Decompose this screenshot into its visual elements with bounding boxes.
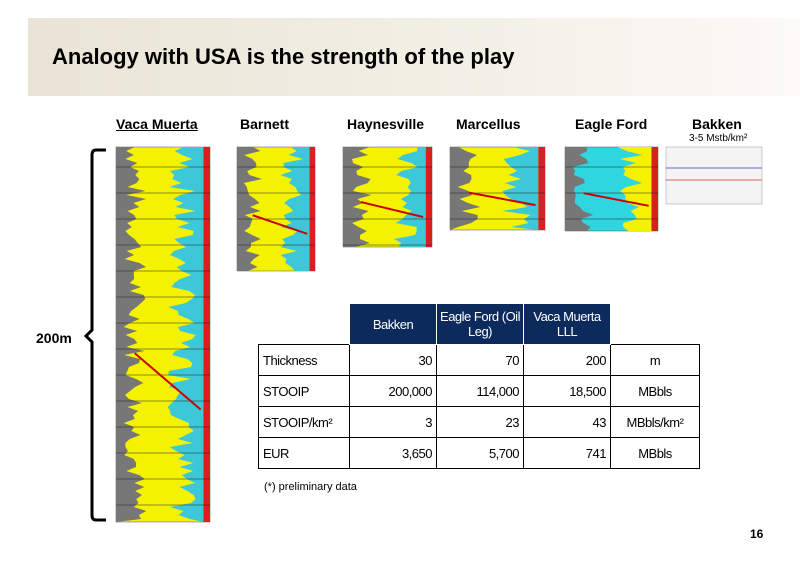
play-name: Marcellus <box>456 116 521 132</box>
unit: MBbls <box>610 437 700 469</box>
cell: 43 <box>523 406 611 438</box>
cell: 30 <box>349 344 437 376</box>
play-name: Eagle Ford <box>575 116 648 132</box>
log-fill <box>134 352 202 411</box>
row-label: STOOIP/km² <box>258 406 350 438</box>
log-fill <box>237 147 262 271</box>
comparison-table: Bakken Eagle Ford (Oil Leg) Vaca Muerta LL… <box>258 303 700 469</box>
log-fill <box>309 147 315 271</box>
play-note: 3-5 Mstb/km² <box>689 133 748 144</box>
play-name: Haynesville <box>347 116 425 132</box>
cell: 23 <box>436 406 524 438</box>
cell: 200,000 <box>349 375 437 407</box>
unit: MBbls <box>610 375 700 407</box>
row-label: Thickness <box>258 344 350 376</box>
log-fill <box>468 191 536 207</box>
col-header: Eagle Ford (Oil Leg) <box>436 303 524 345</box>
log-fill <box>116 147 147 522</box>
log-fill <box>502 147 539 230</box>
row-label: EUR <box>258 437 350 469</box>
footnote: (*) preliminary data <box>264 481 357 493</box>
scale-bracket <box>83 148 106 522</box>
unit: m <box>610 344 700 376</box>
log-fill <box>617 147 652 231</box>
log-fill <box>565 147 594 231</box>
log-fill <box>343 147 372 247</box>
log-fill <box>203 147 210 522</box>
log-fill <box>394 147 426 247</box>
bakken-log <box>665 146 763 205</box>
log-fill <box>252 214 308 235</box>
play-name: Barnett <box>240 116 290 132</box>
cell: 18,500 <box>523 375 611 407</box>
cell: 70 <box>436 344 524 376</box>
title: Analogy with USA is the strength of the … <box>52 44 515 69</box>
log-fill <box>651 147 658 231</box>
cell: 3,650 <box>349 437 437 469</box>
col-header: Vaca Muerta LLL <box>523 303 611 345</box>
cell: 5,700 <box>436 437 524 469</box>
log-fill <box>167 147 204 522</box>
cell: 3 <box>349 406 437 438</box>
header-band <box>28 18 800 96</box>
col-header: Bakken <box>349 303 437 345</box>
log-fill <box>360 201 424 218</box>
unit: MBbls/km² <box>610 406 700 438</box>
cell: 114,000 <box>436 375 524 407</box>
cell: 200 <box>523 344 611 376</box>
play-name: Vaca Muerta <box>116 116 198 132</box>
play-name: Bakken <box>692 116 742 132</box>
log-fill <box>280 147 310 271</box>
log-fill <box>538 147 545 230</box>
log-fill <box>425 147 432 247</box>
page-number: 16 <box>750 527 764 541</box>
log-fill <box>450 147 481 230</box>
scale-label: 200m <box>36 330 72 346</box>
log-fill <box>583 192 649 207</box>
cell: 741 <box>523 437 611 469</box>
row-label: STOOIP <box>258 375 350 407</box>
